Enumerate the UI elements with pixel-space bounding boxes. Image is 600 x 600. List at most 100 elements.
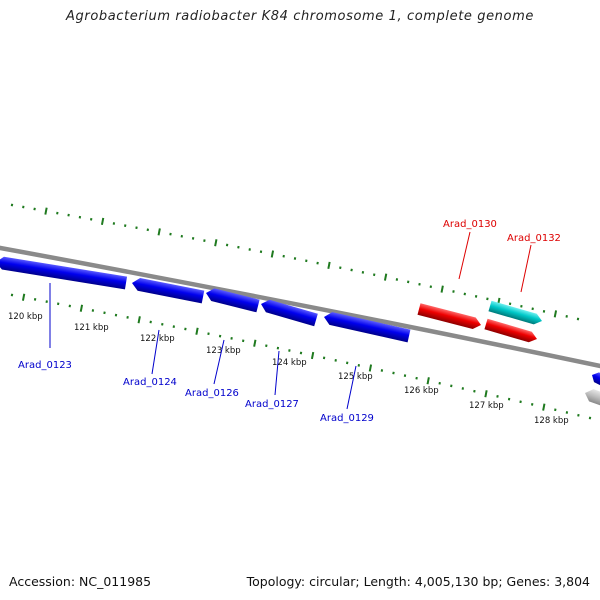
minor-tick <box>299 351 303 355</box>
ruler-label: 120 kbp <box>8 312 43 322</box>
gene-feature <box>585 389 600 409</box>
minor-tick <box>395 278 399 281</box>
major-tick <box>253 339 257 347</box>
major-tick <box>137 316 141 324</box>
minor-tick <box>169 232 172 236</box>
major-tick <box>383 273 388 281</box>
gene-Arad_0126 <box>206 288 260 313</box>
minor-tick <box>288 349 291 352</box>
minor-tick <box>67 213 70 217</box>
minor-tick <box>22 205 25 209</box>
minor-tick <box>123 224 127 227</box>
gene-label-Arad_0124: Arad_0124 <box>123 377 177 388</box>
minor-tick <box>56 211 59 215</box>
minor-tick <box>486 297 489 301</box>
minor-tick <box>577 413 580 417</box>
gene-label-Arad_0130: Arad_0130 <box>443 219 497 230</box>
minor-tick <box>531 307 534 311</box>
gene-label-leader <box>213 339 225 385</box>
minor-tick <box>565 315 568 318</box>
minor-tick <box>248 248 251 251</box>
minor-tick <box>519 400 522 404</box>
genome-backbone <box>0 245 600 369</box>
topology-text: Topology: circular; Length: 4,005,130 bp… <box>246 574 590 589</box>
minor-tick <box>429 285 433 289</box>
minor-tick <box>496 395 499 398</box>
major-tick <box>79 304 84 312</box>
major-tick <box>553 310 558 318</box>
gene-Arad_0132 <box>488 300 543 325</box>
minor-tick <box>345 361 349 365</box>
minor-tick <box>10 203 14 207</box>
ruler-label: 126 kbp <box>404 386 439 396</box>
minor-tick <box>403 374 407 377</box>
map-title: Agrobacterium radiobacter K84 chromosome… <box>66 9 534 24</box>
ruler-label: 123 kbp <box>206 346 241 356</box>
major-tick <box>270 250 275 258</box>
minor-tick <box>172 325 176 328</box>
gene-Arad_0124 <box>132 277 205 304</box>
minor-tick <box>305 259 308 263</box>
minor-tick <box>203 239 206 242</box>
major-tick <box>542 403 546 411</box>
minor-tick <box>282 254 285 258</box>
minor-tick <box>276 346 280 350</box>
major-tick <box>440 285 444 293</box>
major-tick <box>310 351 315 360</box>
minor-tick <box>293 257 297 260</box>
minor-tick <box>10 293 14 297</box>
minor-tick <box>350 268 353 272</box>
minor-tick <box>207 332 210 336</box>
minor-tick <box>149 320 152 324</box>
minor-tick <box>508 302 512 306</box>
major-tick <box>195 327 199 335</box>
minor-tick <box>68 304 72 308</box>
minor-tick <box>265 344 268 348</box>
minor-tick <box>180 234 184 238</box>
minor-tick <box>576 317 580 321</box>
minor-tick <box>418 282 421 286</box>
minor-tick <box>380 369 384 372</box>
ruler-label: 124 kbp <box>272 358 307 368</box>
minor-tick <box>33 207 36 211</box>
ruler-ticks <box>10 203 592 420</box>
gene-label-Arad_0127: Arad_0127 <box>245 399 299 410</box>
minor-tick <box>530 403 534 406</box>
minor-tick <box>450 384 453 388</box>
minor-tick <box>339 266 342 270</box>
gene-label-leader <box>346 365 357 410</box>
minor-tick <box>461 387 465 390</box>
minor-tick <box>112 222 116 225</box>
minor-tick <box>438 381 441 385</box>
major-tick <box>426 377 430 385</box>
minor-tick <box>91 309 95 312</box>
minor-tick <box>392 371 395 375</box>
gene-Arad_0123 <box>0 256 128 290</box>
gene-Arad_0129 <box>324 312 411 343</box>
ruler-label: 127 kbp <box>469 401 504 411</box>
gene-features <box>0 256 600 409</box>
minor-tick <box>225 243 229 247</box>
minor-tick <box>565 411 569 414</box>
minor-tick <box>114 313 118 317</box>
minor-tick <box>357 364 361 367</box>
major-tick <box>484 390 488 398</box>
minor-tick <box>184 327 187 331</box>
minor-tick <box>135 226 138 230</box>
accession-text: Accession: NC_011985 <box>9 574 152 589</box>
major-tick <box>100 217 105 226</box>
minor-tick <box>415 376 418 380</box>
minor-tick <box>361 271 365 274</box>
minor-tick <box>372 273 376 277</box>
minor-tick <box>237 245 240 249</box>
minor-tick <box>316 261 319 265</box>
minor-tick <box>89 217 93 221</box>
gene-label-leader <box>274 350 280 396</box>
minor-tick <box>588 416 592 420</box>
minor-tick <box>507 397 511 401</box>
gene-Arad_0130 <box>417 303 482 330</box>
minor-tick <box>191 237 195 240</box>
minor-tick <box>520 304 523 308</box>
ruler-label: 128 kbp <box>534 416 569 426</box>
